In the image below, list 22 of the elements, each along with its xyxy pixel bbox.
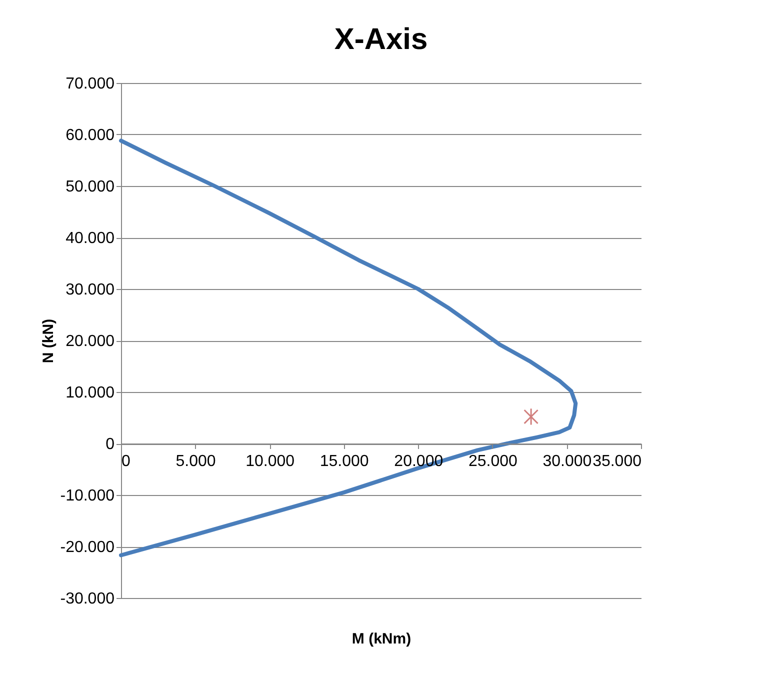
x-tick-label: 30.000 (542, 453, 592, 470)
x-tick-label: 15.000 (320, 453, 369, 470)
y-tick-label: 10.000 (66, 384, 115, 402)
x-tick-label: 20.000 (394, 453, 444, 470)
y-axis-title: N (kN) (40, 318, 58, 364)
x-tick-label: 25.000 (468, 453, 518, 470)
x-tick-label: 35.000 (592, 453, 642, 470)
x-tick-label: 10.000 (246, 453, 295, 470)
y-tick-label: 40.000 (66, 230, 115, 247)
y-tick-label: 0 (106, 436, 115, 453)
x-axis-title: M (kNm) (352, 630, 412, 648)
y-tick-label: 70.000 (66, 76, 115, 92)
y-tick-label: 60.000 (66, 127, 115, 144)
y-tick-label: -10.000 (60, 488, 115, 504)
y-tick-label: 30.000 (66, 282, 115, 298)
x-tick-label: 0 (122, 453, 130, 470)
chart-title: X-Axis (334, 23, 428, 56)
x-tick-label: 5.000 (176, 453, 216, 470)
y-tick-label: -20.000 (60, 539, 115, 556)
y-tick-label: -30.000 (60, 590, 115, 608)
y-tick-label: 20.000 (66, 333, 115, 350)
y-tick-label: 50.000 (66, 178, 115, 196)
